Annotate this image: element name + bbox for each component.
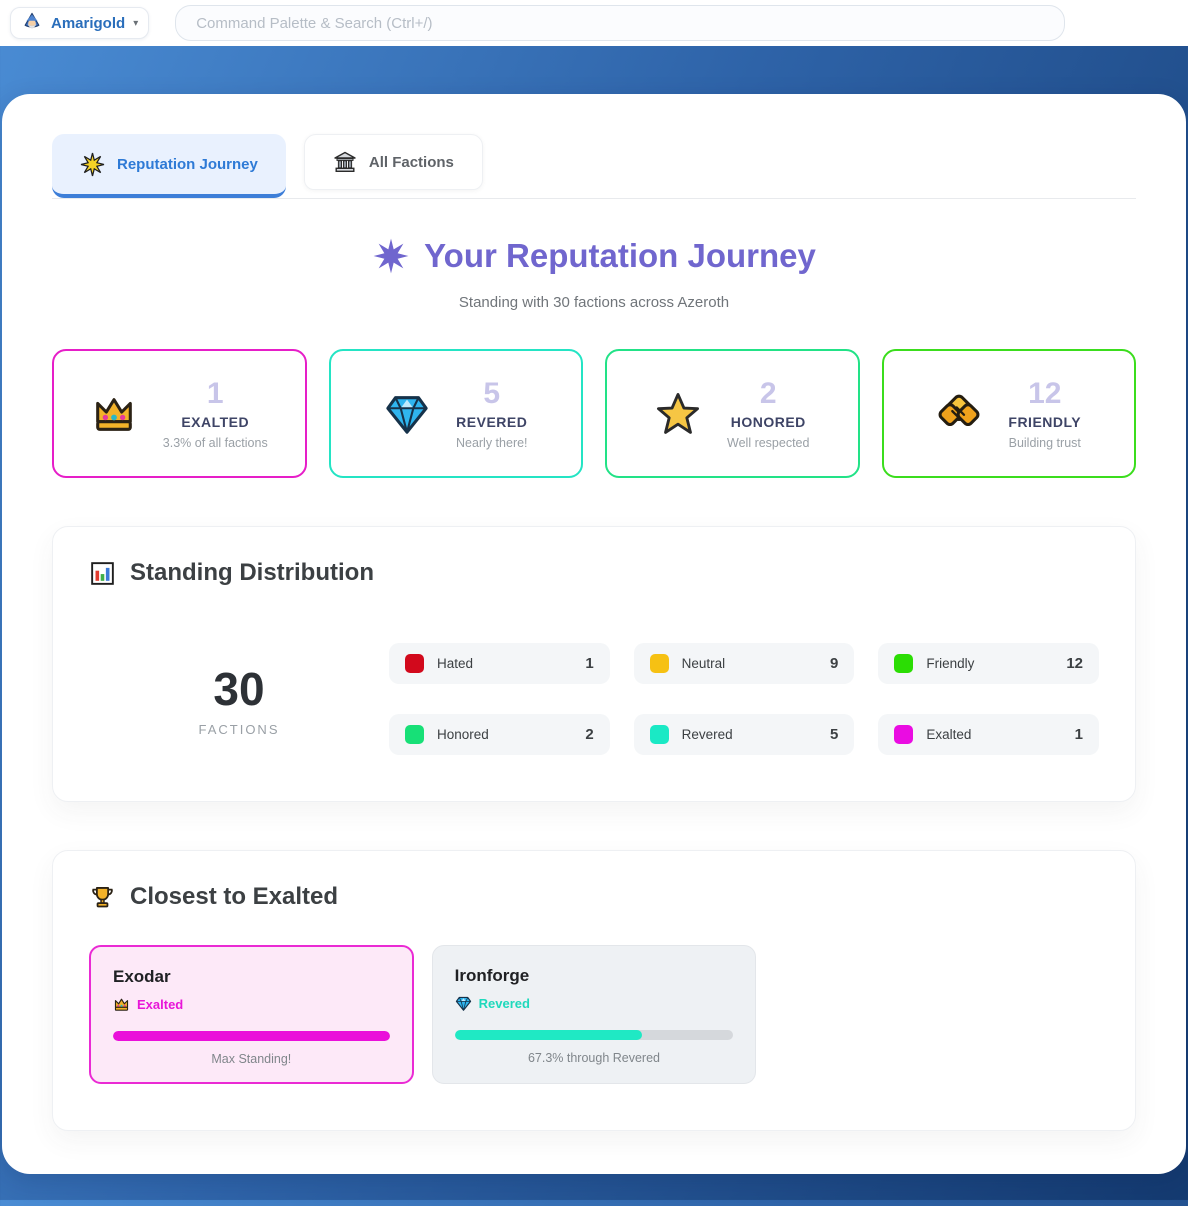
wizard-avatar-icon bbox=[21, 12, 43, 34]
stat-label: REVERED bbox=[456, 414, 528, 430]
progress-fill bbox=[113, 1031, 390, 1041]
stat-card-exalted: 1 EXALTED 3.3% of all factions bbox=[52, 349, 307, 478]
stat-value: 12 bbox=[1028, 377, 1062, 410]
friendly-swatch bbox=[894, 654, 914, 673]
stat-card-honored: 2 HONORED Well respected bbox=[605, 349, 860, 478]
faction-standing: Exalted bbox=[113, 996, 390, 1013]
page-subtitle: Standing with 30 factions across Azeroth bbox=[458, 294, 730, 311]
faction-name: Ironforge bbox=[454, 966, 530, 985]
closest-factions-grid: Exodar Exalted Max Standing! Ironforge R… bbox=[89, 945, 1099, 1084]
faction-card-exodar: Exodar Exalted Max Standing! bbox=[89, 945, 414, 1084]
hated-swatch bbox=[405, 654, 424, 673]
revered-swatch bbox=[649, 725, 669, 744]
closest-to-exalted-card: Closest to Exalted Exodar Exalted Max St… bbox=[52, 850, 1136, 1131]
honored-swatch bbox=[405, 725, 424, 744]
search-wrapper bbox=[175, 5, 1066, 41]
stat-label: FRIENDLY bbox=[1008, 414, 1082, 430]
content-sheet: Reputation Journey All Factions Your Rep… bbox=[2, 94, 1186, 1174]
star-icon bbox=[655, 391, 701, 437]
handshake-icon bbox=[936, 391, 982, 437]
page-title: Your Reputation Journey bbox=[372, 237, 816, 275]
crown-icon bbox=[113, 996, 130, 1013]
caret-down-icon: ▾ bbox=[133, 17, 139, 29]
stat-label: EXALTED bbox=[181, 414, 250, 430]
progress-track bbox=[454, 1030, 734, 1040]
distribution-legend: Hated 1 Neutral 9 Friendly 12 bbox=[389, 643, 1099, 755]
page-background: Reputation Journey All Factions Your Rep… bbox=[0, 46, 1188, 1200]
faction-standing: Revered bbox=[455, 995, 734, 1012]
tab-reputation-journey[interactable]: Reputation Journey bbox=[52, 134, 286, 198]
legend-item-exalted: Exalted 1 bbox=[878, 714, 1099, 755]
legend-item-honored: Honored 2 bbox=[389, 714, 610, 755]
tab-label: All Factions bbox=[368, 153, 454, 171]
legend-item-friendly: Friendly 12 bbox=[878, 643, 1099, 684]
legend-item-hated: Hated 1 bbox=[389, 643, 610, 684]
faction-total: 30 FACTIONS bbox=[89, 662, 389, 737]
stat-card-friendly: 12 FRIENDLY Building trust bbox=[881, 349, 1136, 478]
bar-chart-icon bbox=[89, 560, 116, 587]
faction-name: Exodar bbox=[113, 967, 171, 986]
faction-progress-caption: 67.3% through Revered bbox=[527, 1051, 660, 1065]
distribution-body: 30 FACTIONS Hated 1 Neutral 9 bbox=[89, 643, 1099, 755]
starburst-icon bbox=[372, 237, 410, 275]
standing-distribution-heading: Standing Distribution bbox=[89, 559, 1099, 587]
bank-icon bbox=[333, 150, 357, 174]
character-switcher[interactable]: Amarigold ▾ bbox=[10, 7, 150, 39]
stat-value: 5 bbox=[483, 377, 501, 410]
faction-total-value: 30 bbox=[213, 662, 265, 715]
stat-subtext: 3.3% of all factions bbox=[162, 436, 268, 450]
faction-progress-caption: Max Standing! bbox=[211, 1052, 292, 1066]
character-name: Amarigold bbox=[51, 14, 126, 32]
stat-value: 2 bbox=[759, 377, 777, 410]
progress-fill bbox=[454, 1030, 643, 1040]
stat-card-revered: 5 REVERED Nearly there! bbox=[328, 349, 583, 478]
top-bar: Amarigold ▾ bbox=[0, 0, 1188, 46]
standing-distribution-card: Standing Distribution 30 FACTIONS Hated … bbox=[52, 526, 1136, 802]
progress-track bbox=[113, 1031, 390, 1041]
closest-to-exalted-heading: Closest to Exalted bbox=[89, 883, 1099, 911]
legend-item-neutral: Neutral 9 bbox=[633, 643, 855, 684]
stat-subtext: Building trust bbox=[1008, 436, 1081, 450]
legend-item-revered: Revered 5 bbox=[633, 714, 855, 755]
trophy-icon bbox=[89, 884, 116, 911]
page-header: Your Reputation Journey Standing with 30… bbox=[52, 237, 1136, 311]
stat-value: 1 bbox=[206, 377, 224, 410]
stat-label: HONORED bbox=[730, 414, 806, 430]
stat-subtext: Nearly there! bbox=[455, 436, 528, 450]
tab-all-factions[interactable]: All Factions bbox=[303, 134, 483, 190]
starburst-icon bbox=[80, 152, 105, 177]
gem-icon bbox=[455, 995, 472, 1012]
tab-bar: Reputation Journey All Factions bbox=[52, 134, 1136, 199]
faction-total-label: FACTIONS bbox=[198, 721, 280, 737]
command-palette-search-input[interactable] bbox=[175, 5, 1066, 41]
tab-label: Reputation Journey bbox=[117, 155, 258, 173]
faction-card-ironforge: Ironforge Revered 67.3% through Revered bbox=[431, 945, 757, 1084]
crown-icon bbox=[91, 391, 137, 437]
exalted-swatch bbox=[894, 725, 914, 744]
stat-cards-row: 1 EXALTED 3.3% of all factions 5 REVERED… bbox=[52, 349, 1136, 478]
neutral-swatch bbox=[649, 654, 669, 673]
stat-subtext: Well respected bbox=[727, 436, 810, 450]
gem-icon bbox=[384, 391, 430, 437]
